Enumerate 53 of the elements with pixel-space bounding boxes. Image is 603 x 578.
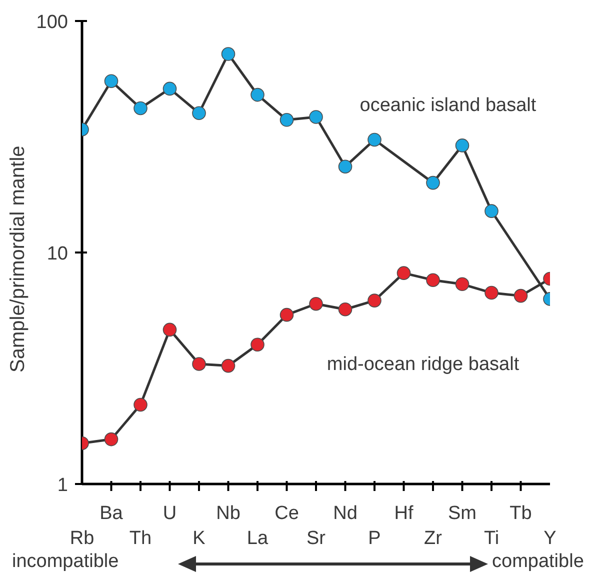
point	[426, 273, 440, 287]
x-tick-label: K	[192, 528, 206, 549]
point	[309, 110, 323, 124]
point	[250, 88, 264, 102]
x-tick-label: Hf	[394, 503, 414, 524]
point	[514, 288, 528, 303]
point	[192, 106, 206, 120]
point	[368, 132, 382, 147]
point	[104, 432, 118, 446]
point	[484, 286, 498, 300]
point	[280, 308, 294, 322]
point	[221, 358, 236, 373]
text: mid-ocean ridge basalt	[326, 354, 520, 375]
point	[162, 82, 177, 96]
point	[192, 357, 206, 371]
x-tick-label: P	[368, 528, 381, 549]
x-tick-label: U	[162, 503, 177, 524]
point	[338, 160, 352, 174]
point	[309, 296, 323, 311]
x-tick-label: Rb	[70, 528, 94, 549]
point	[338, 302, 352, 316]
point	[134, 398, 148, 412]
x-tick-label: Sr	[306, 528, 326, 549]
text: incompatible	[12, 551, 119, 573]
x-tick-label: Ba	[100, 503, 124, 524]
x-tick-label: Ti	[484, 528, 500, 549]
x-tick-label: Zr	[424, 528, 443, 549]
x-tick-label: Nd	[333, 503, 358, 524]
x-tick-label: Nb	[216, 503, 240, 524]
x-tick-label: Sm	[448, 503, 476, 524]
y-axis-title: Sample/primordial mantle	[7, 146, 30, 372]
point	[280, 112, 294, 127]
text: compatible	[492, 551, 584, 573]
point	[134, 101, 148, 116]
y-tick-label: 100	[36, 12, 68, 33]
point	[426, 176, 440, 190]
point	[455, 277, 470, 292]
point	[221, 47, 236, 61]
x-tick-label: Tb	[510, 503, 532, 524]
point	[368, 294, 382, 308]
point	[250, 338, 264, 352]
point	[455, 138, 470, 152]
series-label: oceanic island basalt	[360, 95, 537, 116]
y-tick-label: 10	[46, 244, 68, 264]
x-tick-label: La	[246, 528, 268, 549]
point	[484, 204, 498, 218]
x-tick-label: Y	[544, 528, 557, 549]
x-tick-label: Th	[129, 528, 152, 549]
x-tick-label: Ce	[274, 503, 299, 524]
y-tick-label: 1	[57, 475, 68, 496]
point	[396, 266, 411, 280]
point	[162, 322, 177, 337]
point	[104, 74, 118, 88]
